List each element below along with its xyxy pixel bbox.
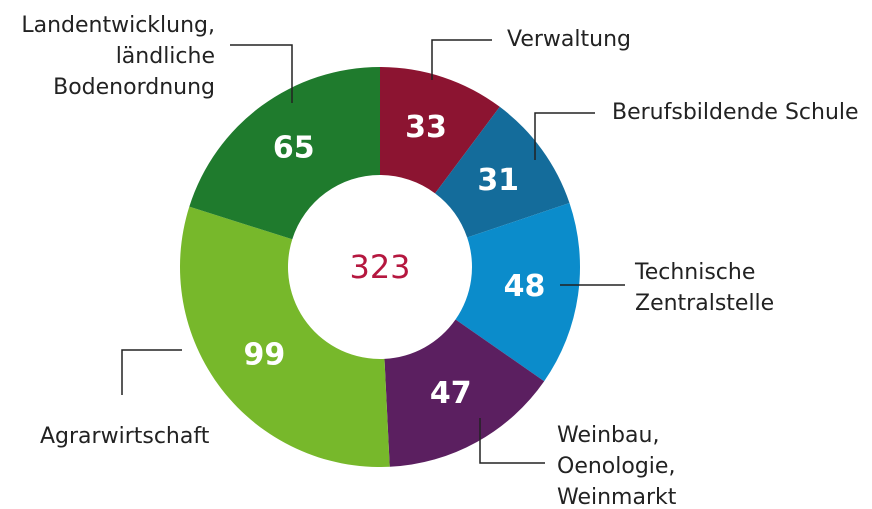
category-label: Agrarwirtschaft: [40, 424, 210, 449]
category-label: Berufsbildende Schule: [612, 100, 859, 125]
center-label: 323: [349, 248, 410, 286]
category-label: Weinbau, Oenologie, Weinmarkt: [557, 423, 677, 509]
category-label: Technische Zentralstelle: [635, 260, 775, 316]
donut-segment: [180, 206, 390, 467]
leader-line: [479, 418, 545, 464]
leader-line: [431, 39, 492, 80]
category-label: Verwaltung: [507, 27, 631, 52]
category-label: Landentwicklung, ländliche Bodenordnung: [21, 13, 215, 100]
value-label: 65: [273, 131, 315, 166]
donut-segment: [380, 67, 500, 194]
value-label: 31: [477, 163, 519, 198]
leader-line: [121, 349, 182, 395]
leader-line: [230, 44, 293, 103]
donut-segment: [455, 202, 580, 382]
donut-segment: [384, 319, 545, 467]
leader-line: [534, 112, 595, 160]
value-label: 99: [243, 338, 285, 373]
value-label: 48: [504, 269, 546, 304]
value-label: 47: [430, 376, 472, 411]
value-label: 33: [405, 110, 447, 145]
donut-segment: [435, 106, 570, 238]
donut-segment: [189, 67, 380, 240]
